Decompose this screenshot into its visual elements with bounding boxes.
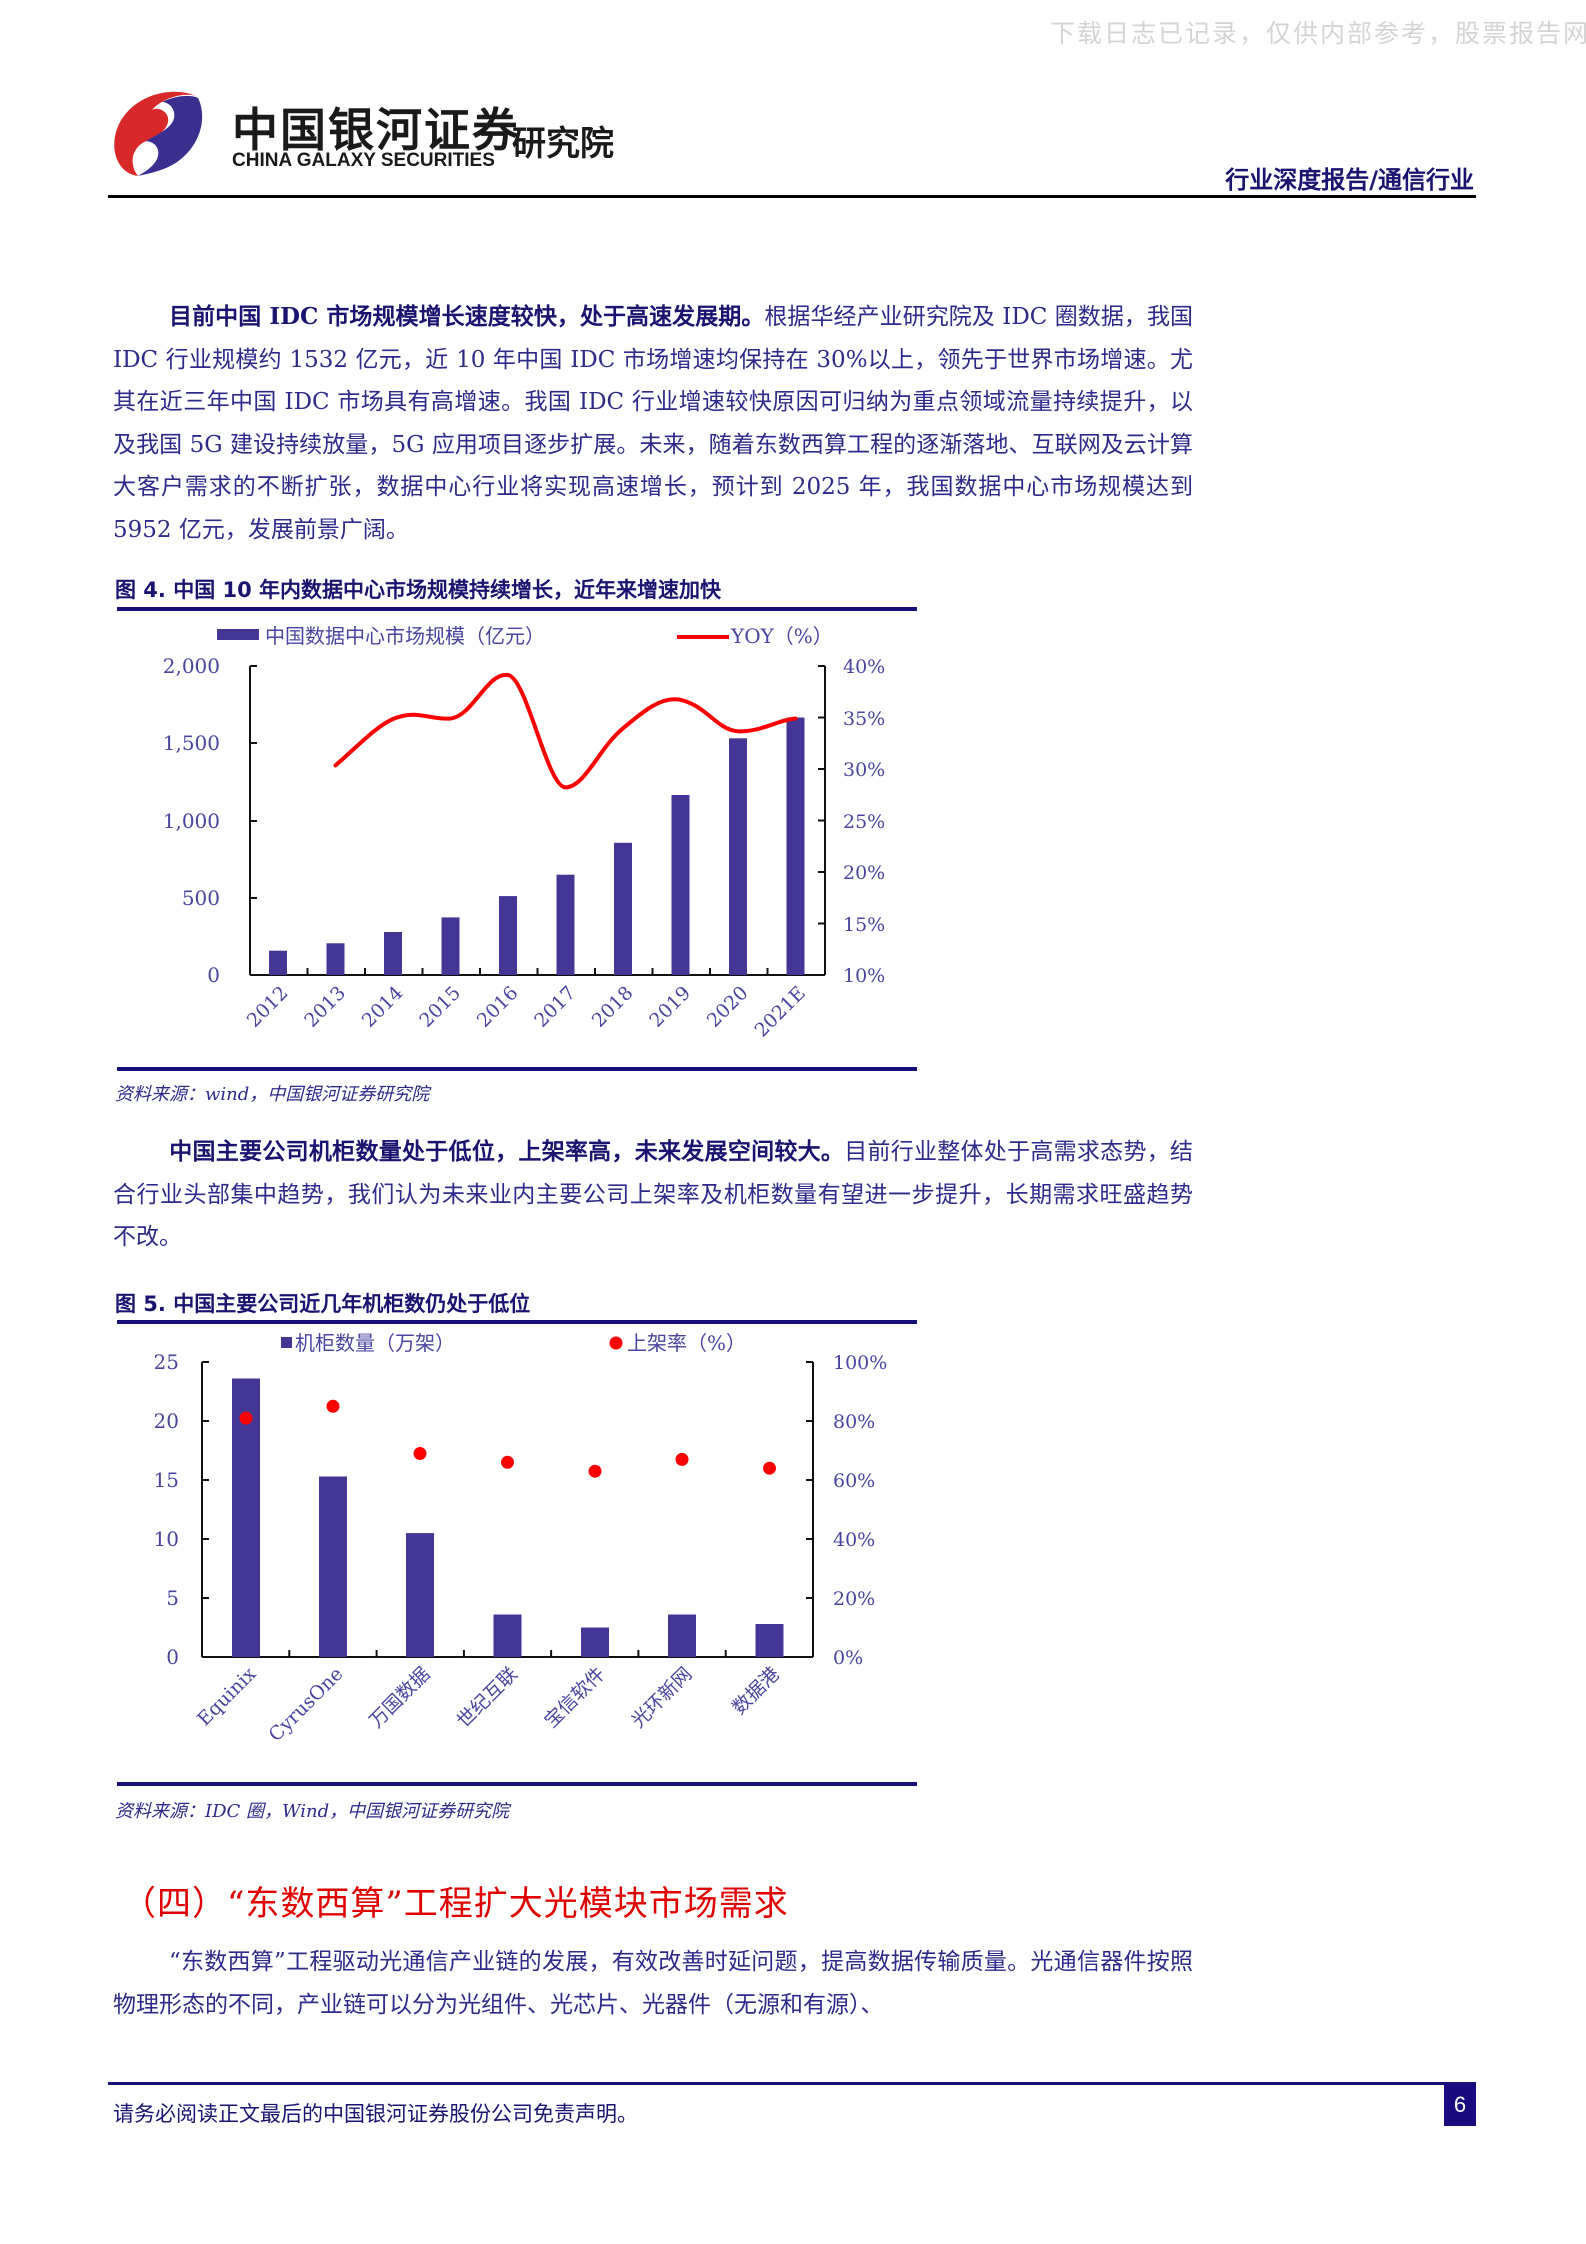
figure-5-source: 资料来源：IDC 圈，Wind，中国银河证券研究院 — [115, 1801, 510, 1822]
x-label: 2018 — [588, 982, 638, 1032]
galaxy-logo-icon — [114, 91, 203, 176]
x-label: CyrusOne — [265, 1663, 348, 1746]
right-tick: 40% — [833, 1529, 875, 1551]
left-tick: 2,000 — [163, 654, 220, 678]
right-tick: 25% — [843, 811, 885, 833]
left-tick: 20 — [154, 1409, 179, 1433]
footer-divider — [108, 2082, 1476, 2085]
x-label: 2017 — [530, 982, 580, 1032]
x-label: 2019 — [645, 982, 695, 1032]
paragraph-cabinet-count: 中国主要公司机柜数量处于低位，上架率高，未来发展空间较大。目前行业整体处于高需求… — [113, 1131, 1193, 1259]
footer-disclaimer: 请务必阅读正文最后的中国银河证券股份公司免责声明。 — [113, 2102, 638, 2126]
figure-5-title: 图 5. 中国主要公司近几年机柜数仍处于低位 — [115, 1292, 531, 1316]
paragraph-lead: 目前中国 IDC 市场规模增长速度较快，处于高速发展期。 — [169, 303, 765, 330]
figure-5-top-rule — [117, 1320, 917, 1324]
x-label: 2015 — [415, 982, 465, 1032]
figure-4-title: 图 4. 中国 10 年内数据中心市场规模持续增长，近年来增速加快 — [115, 578, 722, 602]
left-tick: 0 — [166, 1645, 179, 1669]
legend-bar-swatch — [281, 1337, 292, 1348]
section-heading: （四）“东数西算”工程扩大光模块市场需求 — [122, 1884, 789, 1924]
x-label: 世纪互联 — [453, 1663, 522, 1732]
legend-line-label: YOY（%） — [730, 624, 833, 648]
x-label: 2013 — [300, 982, 350, 1032]
bar-series — [232, 1378, 784, 1657]
bar-series — [269, 717, 805, 975]
yoy-line — [333, 672, 798, 790]
occupancy-rate-dots — [239, 1399, 776, 1478]
left-tick: 5 — [166, 1586, 179, 1610]
paragraph-body: 根据华经产业研究院及 IDC 圈数据，我国 IDC 行业规模约 1532 亿元，… — [113, 304, 1193, 543]
left-tick: 1,500 — [163, 731, 220, 755]
right-tick: 15% — [843, 914, 885, 936]
right-tick: 20% — [843, 862, 885, 884]
x-label: 2012 — [243, 982, 293, 1032]
x-label: 万国数据 — [365, 1663, 434, 1732]
legend-bar-label: 中国数据中心市场规模（亿元） — [265, 624, 545, 648]
legend-bar-label: 机柜数量（万架） — [295, 1331, 455, 1355]
x-label: 2020 — [703, 982, 753, 1032]
right-tick: 0% — [833, 1647, 863, 1669]
paragraph-optical-chain: “东数西算”工程驱动光通信产业链的发展，有效改善时延问题，提高数据传输质量。光通… — [113, 1941, 1193, 2026]
watermark: 下载日志已记录，仅供内部参考，股票报告网 — [1050, 19, 1586, 48]
right-tick: 10% — [843, 965, 885, 987]
paragraph-lead: 中国主要公司机柜数量处于低位，上架率高，未来发展空间较大。 — [169, 1138, 845, 1165]
brand-subtitle: 研究院 — [512, 124, 614, 164]
right-tick: 20% — [833, 1588, 875, 1610]
report-type: 行业深度报告/通信行业 — [1225, 166, 1474, 194]
right-tick: 40% — [843, 656, 885, 678]
brand-name-en: CHINA GALAXY SECURITIES — [232, 150, 495, 171]
x-label: Equinix — [193, 1663, 261, 1731]
brand-name-cn: 中国银河证券 — [232, 103, 520, 157]
legend-bar-swatch — [217, 629, 259, 640]
right-tick: 30% — [843, 759, 885, 781]
left-tick: 25 — [154, 1350, 179, 1374]
paragraph-body: 目前行业整体处于高需求态势，结合行业头部集中趋势，我们认为未来业内主要公司上架率… — [113, 1139, 1194, 1251]
figure-4-chart: 中国数据中心市场规模（亿元） YOY（%） 2,000 1,500 1,000 … — [163, 624, 886, 1042]
x-label: 光环新网 — [627, 1663, 696, 1732]
right-tick: 35% — [843, 708, 885, 730]
right-tick: 60% — [833, 1470, 875, 1492]
figure-4-top-rule — [117, 607, 917, 611]
page-number: 6 — [1444, 2084, 1476, 2126]
left-tick: 15 — [154, 1468, 179, 1492]
header-divider — [108, 195, 1476, 198]
left-tick: 500 — [182, 886, 220, 910]
x-label: 2021E — [750, 982, 810, 1042]
figure-5-bottom-rule — [117, 1782, 917, 1786]
figure-4-source: 资料来源：wind，中国银河证券研究院 — [115, 1084, 430, 1105]
x-label: 2016 — [473, 982, 523, 1032]
x-label: 2014 — [358, 982, 408, 1032]
figure-4-bottom-rule — [117, 1067, 917, 1071]
paragraph-body: “东数西算”工程驱动光通信产业链的发展，有效改善时延问题，提高数据传输质量。光通… — [113, 1949, 1193, 2018]
left-tick: 10 — [154, 1527, 179, 1551]
right-tick: 100% — [833, 1352, 887, 1374]
figure-5-chart: 机柜数量（万架） 上架率（%） 25 20 15 10 5 0 100% 80%… — [154, 1331, 888, 1746]
x-label: 数据港 — [728, 1663, 784, 1719]
x-label: 宝信软件 — [540, 1663, 609, 1732]
right-tick: 80% — [833, 1411, 875, 1433]
left-tick: 0 — [207, 963, 220, 987]
legend-dot-swatch — [609, 1336, 623, 1350]
legend-dot-label: 上架率（%） — [627, 1331, 746, 1355]
paragraph-idc-growth: 目前中国 IDC 市场规模增长速度较快，处于高速发展期。根据华经产业研究院及 I… — [113, 296, 1193, 552]
left-tick: 1,000 — [163, 809, 220, 833]
